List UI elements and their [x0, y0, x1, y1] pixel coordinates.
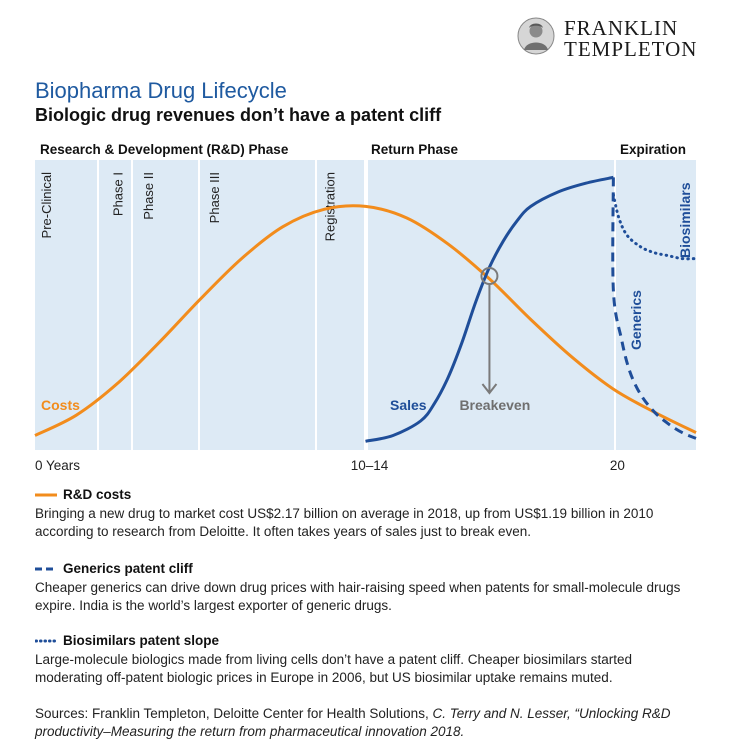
stage-label-2: Phase II [141, 172, 156, 220]
legend-swatch-dashed-blue [35, 567, 57, 570]
lifecycle-chart: Pre-Clinical Phase I Phase II Phase III Regi… [34, 160, 698, 473]
franklin-templeton-logo: FRANKLIN TEMPLETON [514, 16, 714, 62]
breakeven-label: Breakeven [459, 397, 530, 413]
page-title: Biopharma Drug Lifecycle [35, 78, 287, 103]
band-return [368, 160, 614, 450]
stage-label-1: Phase I [111, 172, 126, 216]
brand-wordmark: FRANKLIN TEMPLETON [564, 18, 697, 60]
legend-body-rd: Bringing a new drug to market cost US$2.… [35, 506, 654, 539]
phase-header-return: Return Phase [371, 142, 459, 157]
band-phase-1 [99, 160, 131, 450]
series-line-costs [34, 204, 697, 437]
stage-label-0: Pre-Clinical [39, 172, 54, 239]
sources-prefix: Sources: Franklin Templeton, Deloitte Ce… [35, 706, 433, 721]
band-pre-clinical [35, 160, 97, 450]
legend-title-generics: Generics patent cliff [63, 561, 193, 576]
portrait-seal-icon [517, 17, 555, 55]
legend-body-biosimilars: Large-molecule biologics made from livin… [35, 652, 633, 685]
breakeven-arrow-head [481, 383, 498, 395]
brand-line-2: TEMPLETON [564, 37, 698, 61]
sources-note: Sources: Franklin Templeton, Deloitte Ce… [35, 705, 715, 741]
legend-biosimilars: Biosimilars patent slope Large-molecule … [35, 633, 695, 687]
band-phase-3 [200, 160, 315, 450]
legend-swatch-dotted-blue [35, 639, 57, 642]
sources-citation: C. Terry and N. Lesser, “Unlocking R&D p… [35, 706, 671, 739]
band-expiration [616, 160, 696, 450]
stage-label-3: Phase III [207, 172, 222, 223]
legend-title-rd: R&D costs [63, 487, 132, 502]
legend-generics: Generics patent cliff Cheaper generics c… [35, 561, 695, 615]
phase-header-rd: Research & Development (R&D) Phase [40, 142, 289, 157]
legend-title-biosimilars: Biosimilars patent slope [63, 633, 220, 648]
x-axis: 0 Years 10–14 20 [35, 458, 625, 473]
series-label-costs: Costs [41, 397, 80, 413]
x-tick-label-2: 20 [610, 458, 625, 473]
series-label-sales: Sales [390, 397, 427, 413]
series-label-generics: Generics [628, 290, 644, 350]
series-label-biosimilars: Biosimilars [677, 182, 693, 258]
x-tick-label-0: 0 Years [35, 458, 80, 473]
band-phase-2 [133, 160, 198, 450]
phase-background-bands [35, 160, 696, 450]
series-line-sales [365, 175, 614, 443]
x-tick-label-1: 10–14 [351, 458, 389, 473]
legend-rd-costs: R&D costs Bringing a new drug to market … [35, 487, 695, 541]
annotation-layer: Costs Sales Generics Biosimilars Breakeven [41, 182, 693, 413]
series-line-biosimilars [611, 193, 698, 261]
series-line-generics [611, 177, 697, 440]
page-subtitle: Biologic drug revenues don’t have a pate… [35, 105, 442, 125]
legend-swatch-solid-orange [35, 493, 57, 496]
legend-body-generics: Cheaper generics can drive down drug pri… [35, 580, 681, 613]
phase-header-expiration: Expiration [620, 142, 687, 157]
series-layer [34, 175, 698, 443]
brand-line-1: FRANKLIN [564, 16, 679, 40]
